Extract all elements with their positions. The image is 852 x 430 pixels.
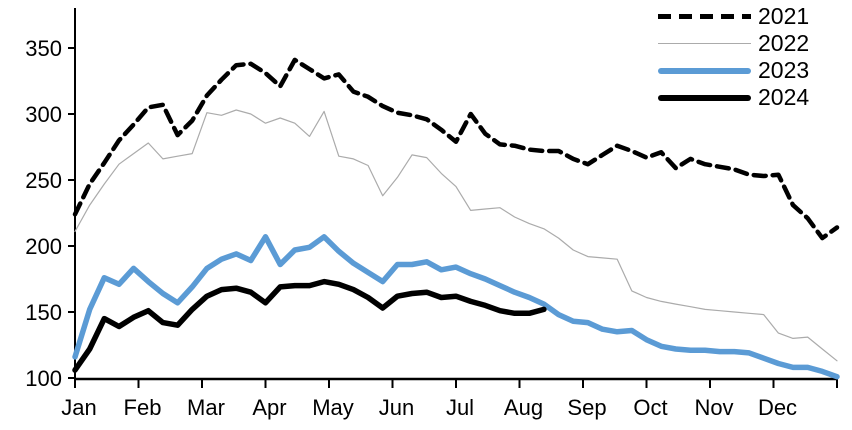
x-axis-tick-label: Dec xyxy=(758,395,797,420)
y-axis-tick-label: 250 xyxy=(25,168,62,193)
legend-line-sample-black xyxy=(658,94,751,101)
series-line-2022 xyxy=(74,109,838,362)
x-axis-tick-label: Jan xyxy=(61,395,96,420)
x-axis-tick-label: May xyxy=(312,395,354,420)
series-line-2021 xyxy=(72,57,840,241)
chart-legend: 2021 2022 2023 2024 xyxy=(658,3,809,111)
legend-entry-2021: 2021 xyxy=(658,3,809,30)
y-axis-tick-label: 300 xyxy=(25,102,62,127)
y-axis-tick-label: 200 xyxy=(25,234,62,259)
x-axis-tick-label: Aug xyxy=(504,395,543,420)
y-axis-tick-label: 150 xyxy=(25,300,62,325)
x-axis-tick-label: Jun xyxy=(379,395,414,420)
legend-line-sample-thin xyxy=(658,43,751,44)
legend-line-sample-dashed xyxy=(658,14,751,19)
x-axis-tick-label: Oct xyxy=(633,395,667,420)
series-line-2024 xyxy=(72,278,547,373)
x-axis-tick-label: Feb xyxy=(124,395,162,420)
x-axis-tick-label: Jul xyxy=(446,395,474,420)
legend-label: 2021 xyxy=(758,3,810,29)
legend-label: 2022 xyxy=(758,30,810,56)
legend-label: 2023 xyxy=(758,57,810,83)
legend-line-sample-blue xyxy=(658,67,751,74)
series-line-2023 xyxy=(72,234,840,380)
legend-entry-2023: 2023 xyxy=(658,57,809,84)
x-axis-tick-label: Mar xyxy=(187,395,225,420)
y-axis-tick-label: 100 xyxy=(25,366,62,391)
y-axis-tick-label: 350 xyxy=(25,36,62,61)
legend-entry-2024: 2024 xyxy=(658,84,809,111)
x-axis-tick-label: Nov xyxy=(694,395,733,420)
legend-label: 2024 xyxy=(758,84,810,110)
legend-entry-2022: 2022 xyxy=(658,30,809,57)
x-axis-tick-label: Sep xyxy=(567,395,606,420)
x-axis-tick-label: Apr xyxy=(252,395,286,420)
